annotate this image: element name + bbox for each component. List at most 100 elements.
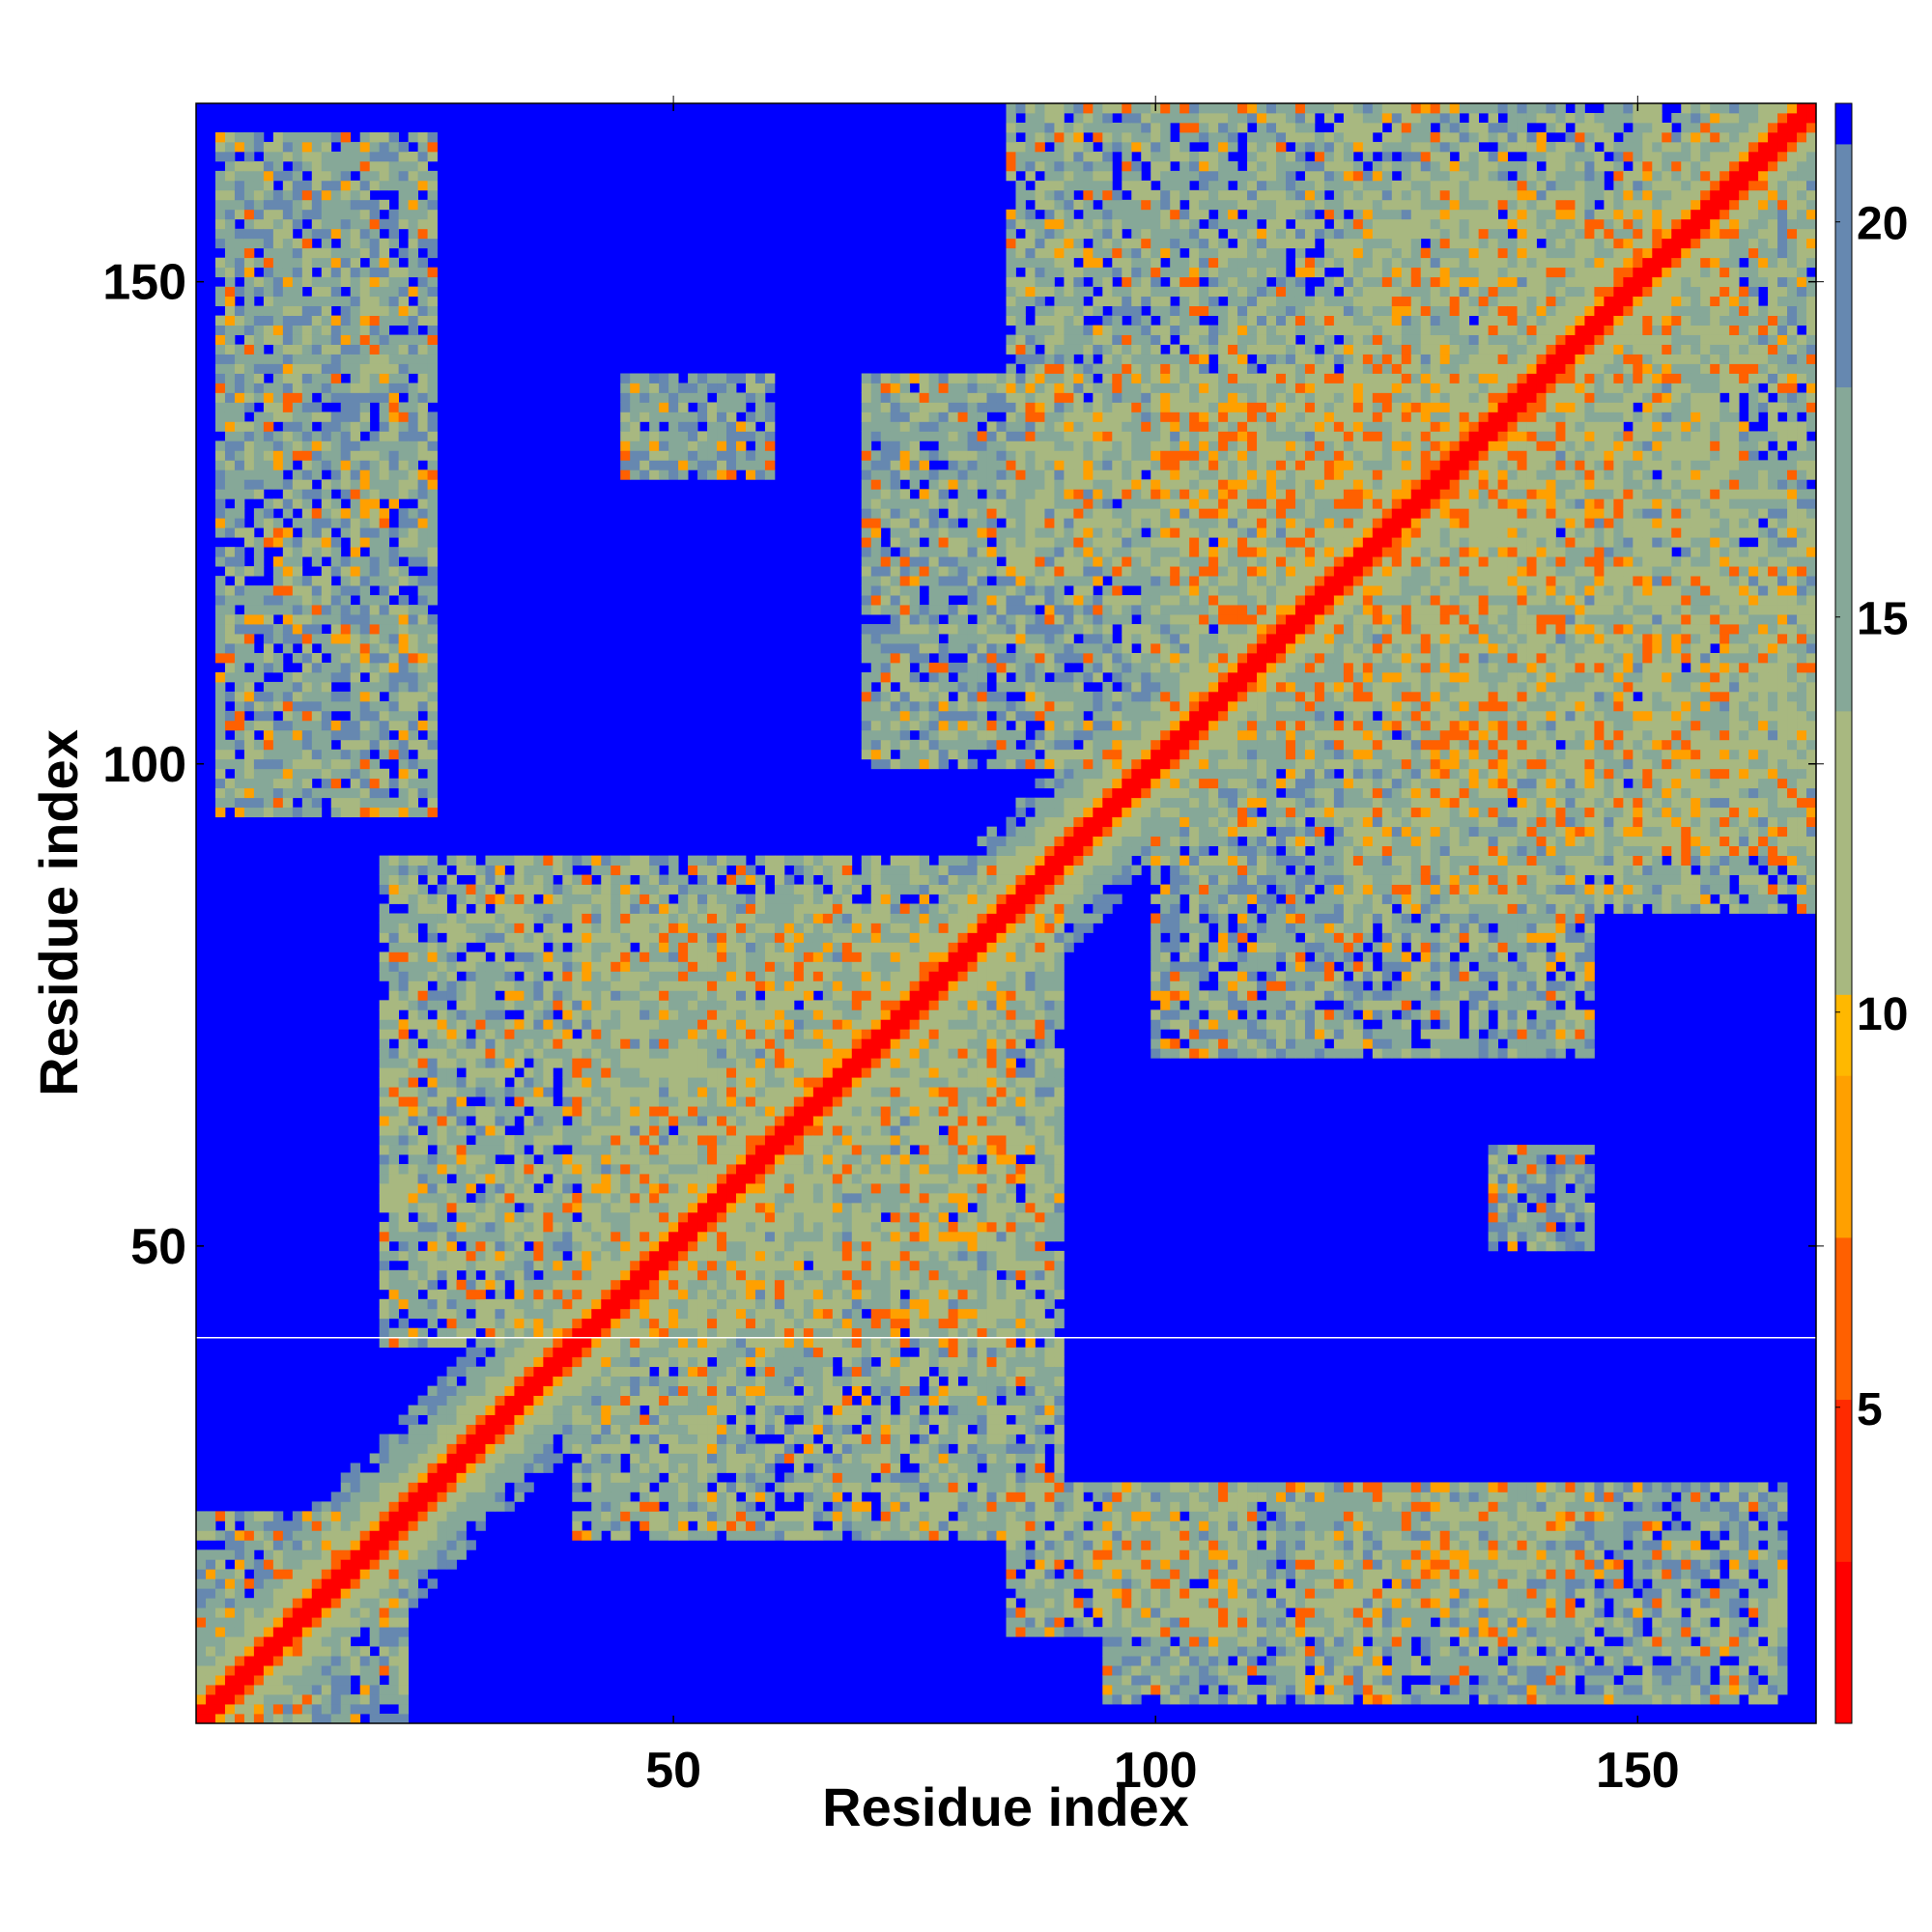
heatmap-cell	[398, 1240, 410, 1252]
heatmap-cell	[330, 325, 342, 335]
heatmap-cell	[707, 1240, 718, 1252]
heatmap-cell	[736, 961, 747, 972]
heatmap-cell	[446, 1135, 457, 1146]
heatmap-cell	[398, 1520, 410, 1531]
heatmap-cell	[321, 1665, 332, 1676]
heatmap-cell	[611, 913, 621, 923]
heatmap-cell	[408, 334, 418, 345]
heatmap-cell	[726, 1337, 737, 1349]
heatmap-cell	[678, 1192, 689, 1204]
heatmap-cell	[678, 440, 689, 451]
heatmap-cell	[543, 1231, 554, 1242]
heatmap-cell	[311, 576, 323, 586]
heatmap-cell	[456, 1549, 467, 1560]
heatmap-cell	[649, 469, 660, 480]
heatmap-cell	[427, 421, 438, 432]
heatmap-cell	[678, 1395, 689, 1406]
heatmap-cell	[437, 1530, 447, 1541]
heatmap-cell	[214, 807, 226, 818]
heatmap-cell	[611, 1211, 621, 1223]
heatmap-cell	[234, 1627, 245, 1637]
heatmap-cell	[379, 961, 390, 972]
heatmap-cell	[359, 624, 371, 635]
heatmap-cell	[774, 855, 785, 866]
heatmap-cell	[272, 1714, 284, 1723]
heatmap-cell	[803, 1482, 814, 1492]
heatmap-cell	[243, 247, 255, 259]
heatmap-cell	[234, 1559, 245, 1570]
heatmap-cell	[398, 247, 410, 259]
heatmap-cell	[611, 971, 621, 981]
heatmap-cell	[417, 980, 428, 991]
heatmap-cell	[330, 151, 342, 162]
heatmap-cell	[764, 1385, 776, 1397]
heatmap-cell	[408, 537, 418, 548]
heatmap-cell	[630, 1154, 640, 1165]
heatmap-cell	[707, 1434, 718, 1444]
heatmap-cell	[678, 1337, 689, 1349]
heatmap-cell	[417, 1588, 428, 1599]
heatmap-cell	[417, 151, 428, 162]
heatmap-cell	[311, 537, 323, 548]
heatmap-cell	[591, 1289, 602, 1300]
heatmap-cell	[427, 1269, 438, 1281]
heatmap-cell	[562, 1192, 573, 1204]
heatmap-cell	[754, 874, 766, 885]
heatmap-cell	[717, 1492, 727, 1502]
heatmap-cell	[659, 1019, 669, 1030]
heatmap-cell	[272, 431, 284, 441]
heatmap-cell	[408, 1472, 418, 1483]
heatmap-cell	[726, 1221, 737, 1233]
heatmap-cell	[388, 1453, 400, 1463]
heatmap-cell	[417, 595, 428, 606]
heatmap-cell	[379, 952, 390, 962]
heatmap-cell	[417, 1211, 428, 1223]
heatmap-cell	[717, 1231, 727, 1242]
heatmap-cell	[553, 1279, 563, 1291]
heatmap-cell	[466, 1183, 476, 1194]
heatmap-cell	[639, 1327, 650, 1339]
heatmap-cell	[417, 1183, 428, 1194]
heatmap-cell	[437, 1240, 447, 1252]
heatmap-cell	[263, 276, 274, 288]
heatmap-cell	[697, 392, 708, 403]
heatmap-cell	[321, 634, 332, 644]
heatmap-cell	[639, 402, 650, 412]
heatmap-cell	[466, 1211, 476, 1223]
heatmap-cell	[754, 1067, 766, 1078]
heatmap-cell	[764, 1096, 776, 1107]
heatmap-cell	[398, 691, 410, 702]
heatmap-cell	[649, 1453, 660, 1463]
heatmap-cell	[783, 1356, 795, 1368]
heatmap-cell	[292, 807, 303, 818]
heatmap-cell	[630, 412, 640, 422]
heatmap-cell	[774, 1029, 785, 1039]
heatmap-cell	[350, 797, 361, 809]
heatmap-cell	[466, 1231, 476, 1242]
heatmap-cell	[649, 1135, 660, 1146]
heatmap-cell	[234, 634, 245, 644]
heatmap-cell	[485, 1327, 496, 1339]
heatmap-cell	[369, 180, 381, 191]
heatmap-cell	[620, 1482, 631, 1492]
heatmap-cell	[717, 865, 727, 875]
heatmap-cell	[466, 1038, 476, 1049]
heatmap-cell	[475, 1009, 486, 1020]
heatmap-cell	[214, 1675, 226, 1686]
heatmap-cell	[562, 1443, 573, 1454]
heatmap-cell	[427, 1087, 438, 1097]
heatmap-cell	[764, 1038, 776, 1049]
heatmap-cell	[282, 566, 294, 577]
heatmap-cell	[717, 1038, 727, 1049]
heatmap-cell	[553, 942, 563, 952]
heatmap-cell	[553, 1211, 563, 1223]
heatmap-cell	[427, 537, 438, 548]
heatmap-cell	[697, 1385, 708, 1397]
heatmap-cell	[754, 1530, 766, 1541]
heatmap-cell	[601, 1106, 611, 1117]
heatmap-cell	[311, 624, 323, 635]
heatmap-cell	[543, 952, 554, 962]
heatmap-cell	[408, 739, 418, 751]
heatmap-cell	[292, 354, 303, 364]
heatmap-cell	[196, 1598, 207, 1608]
